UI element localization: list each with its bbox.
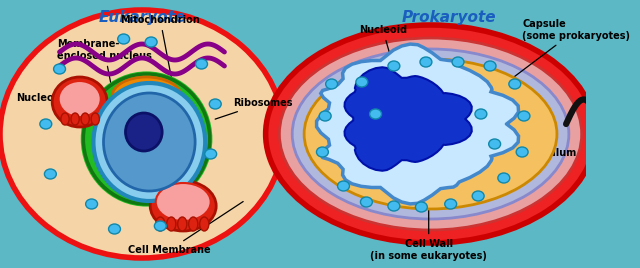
Ellipse shape: [150, 181, 216, 231]
Ellipse shape: [388, 201, 400, 211]
Text: Nucleolus: Nucleolus: [17, 93, 106, 110]
Ellipse shape: [292, 49, 569, 219]
Ellipse shape: [489, 139, 500, 149]
Ellipse shape: [59, 81, 100, 117]
Ellipse shape: [154, 221, 166, 231]
Ellipse shape: [104, 93, 195, 191]
Ellipse shape: [205, 149, 216, 159]
Ellipse shape: [518, 111, 530, 121]
Ellipse shape: [52, 77, 107, 127]
Ellipse shape: [81, 113, 90, 125]
Ellipse shape: [91, 113, 99, 125]
Ellipse shape: [209, 99, 221, 109]
Ellipse shape: [360, 197, 372, 207]
Ellipse shape: [54, 64, 65, 74]
Ellipse shape: [71, 113, 79, 125]
Text: Cell Wall
(in some eukaryotes): Cell Wall (in some eukaryotes): [371, 199, 487, 261]
Ellipse shape: [40, 119, 52, 129]
Ellipse shape: [326, 79, 337, 89]
Ellipse shape: [509, 79, 521, 89]
Ellipse shape: [472, 191, 484, 201]
Ellipse shape: [319, 111, 331, 121]
Ellipse shape: [484, 61, 496, 71]
Ellipse shape: [452, 57, 464, 67]
Ellipse shape: [388, 61, 400, 71]
Ellipse shape: [156, 217, 165, 231]
Ellipse shape: [178, 217, 187, 231]
Text: Prokaryote: Prokaryote: [401, 10, 496, 25]
Polygon shape: [344, 67, 472, 171]
Ellipse shape: [93, 83, 205, 201]
Ellipse shape: [498, 173, 510, 183]
Text: Ribosomes: Ribosomes: [215, 98, 293, 119]
Ellipse shape: [156, 183, 211, 221]
Ellipse shape: [356, 77, 368, 87]
Text: Mitochondrion: Mitochondrion: [120, 15, 200, 79]
Ellipse shape: [304, 59, 557, 209]
Ellipse shape: [475, 109, 487, 119]
Text: Membrane-
enclosed nucleus: Membrane- enclosed nucleus: [57, 39, 152, 113]
Ellipse shape: [266, 25, 595, 243]
Ellipse shape: [166, 217, 176, 231]
Ellipse shape: [280, 38, 582, 230]
Text: Flagellum: Flagellum: [505, 141, 577, 158]
Ellipse shape: [445, 199, 456, 209]
Polygon shape: [317, 44, 518, 204]
Ellipse shape: [61, 113, 69, 125]
Ellipse shape: [0, 10, 284, 258]
Ellipse shape: [516, 147, 528, 157]
Ellipse shape: [337, 181, 349, 191]
Ellipse shape: [109, 224, 120, 234]
Ellipse shape: [189, 217, 198, 231]
Text: Capsule
(some prokaryotes): Capsule (some prokaryotes): [504, 19, 630, 84]
Ellipse shape: [112, 77, 181, 115]
Text: Cell Membrane: Cell Membrane: [128, 202, 243, 255]
Ellipse shape: [196, 59, 207, 69]
Ellipse shape: [125, 113, 162, 151]
Ellipse shape: [86, 199, 97, 209]
Ellipse shape: [200, 217, 209, 231]
Ellipse shape: [83, 74, 210, 204]
Ellipse shape: [145, 37, 157, 47]
Ellipse shape: [420, 57, 432, 67]
Ellipse shape: [370, 109, 381, 119]
Ellipse shape: [415, 202, 428, 212]
Text: Nucleoid: Nucleoid: [359, 25, 407, 97]
Text: Eukaryote: Eukaryote: [99, 10, 186, 25]
Ellipse shape: [317, 147, 328, 157]
Ellipse shape: [44, 169, 56, 179]
Ellipse shape: [118, 34, 130, 44]
